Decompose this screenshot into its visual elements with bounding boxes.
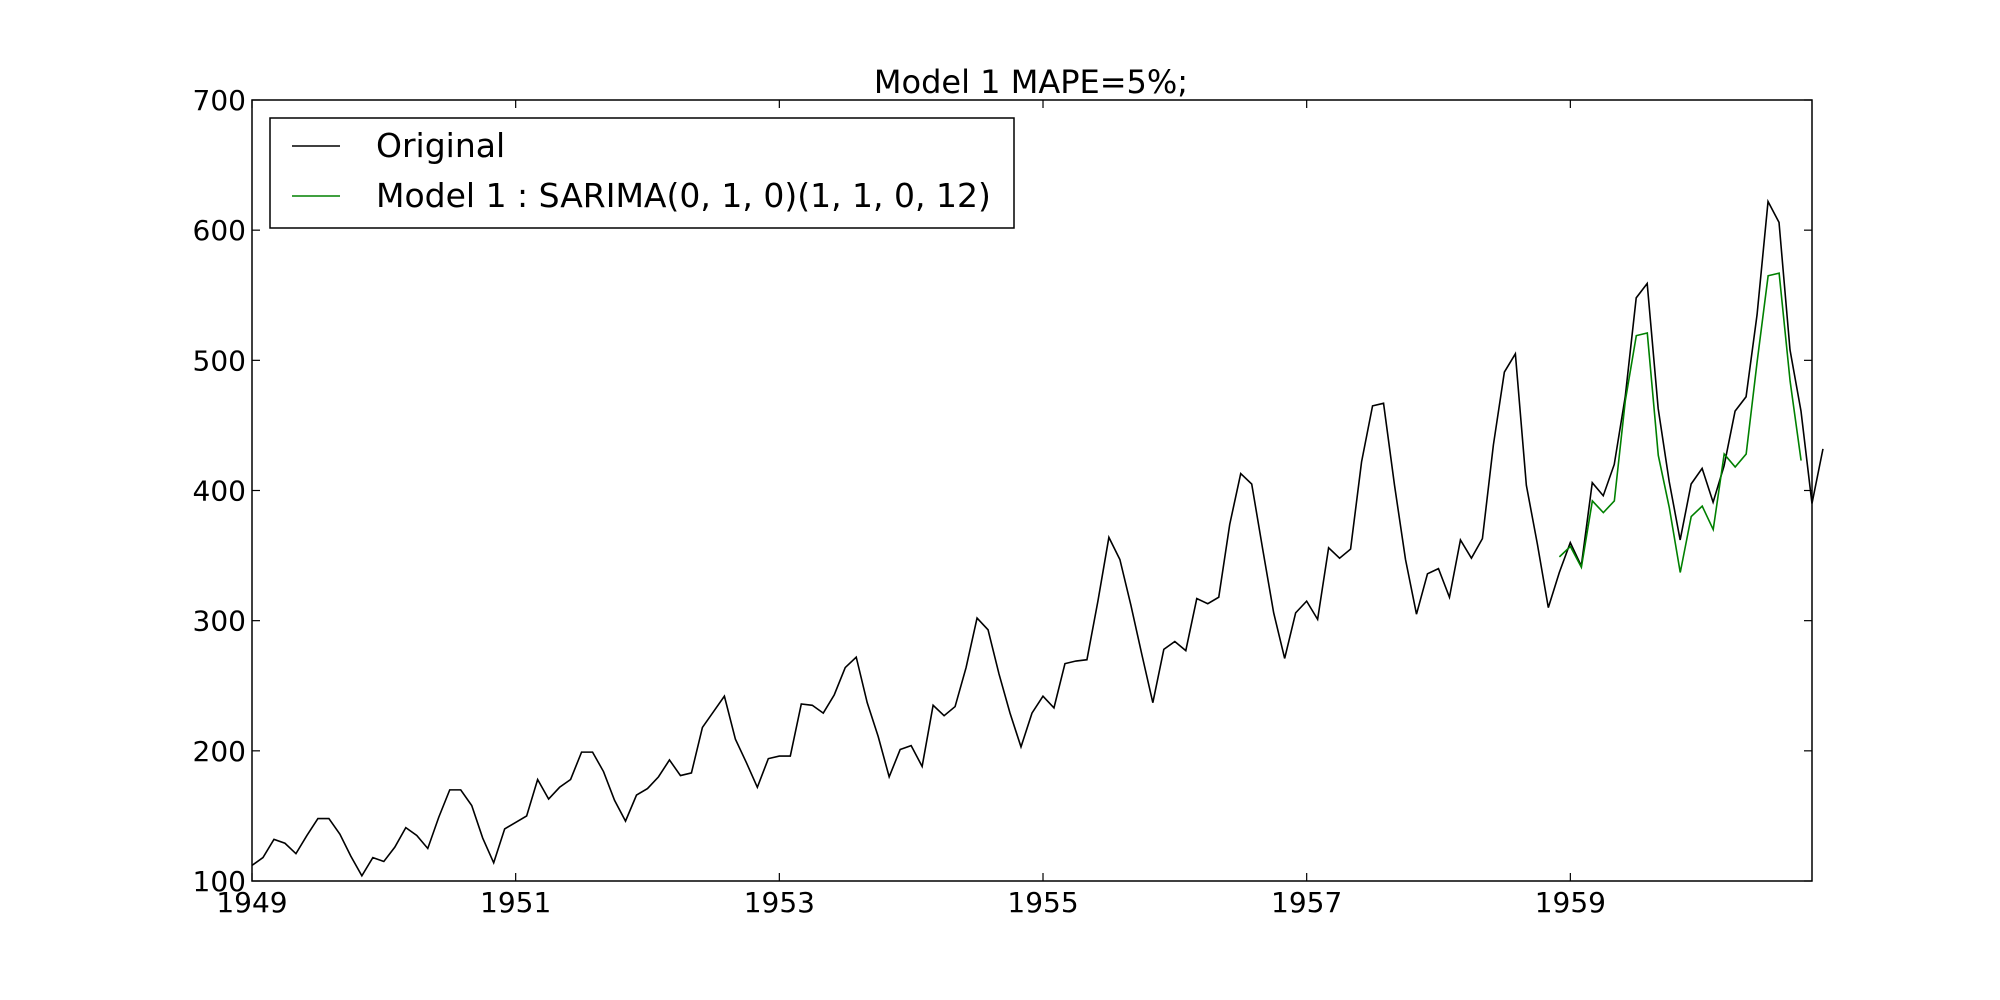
y-tick-label: 200: [193, 735, 246, 768]
legend-label-model-1: Model 1 : SARIMA(0, 1, 0)(1, 1, 0, 12): [376, 176, 991, 215]
y-tick-label: 300: [193, 605, 246, 638]
x-tick-label: 1949: [216, 886, 287, 919]
series-line-model-1: [1558, 272, 1802, 573]
x-tick-label: 1953: [744, 886, 815, 919]
x-tick-label: 1951: [480, 886, 551, 919]
y-tick-label: 700: [193, 84, 246, 117]
legend-label-original: Original: [376, 126, 505, 165]
y-tick-label: 100: [193, 865, 246, 898]
series-line-original: [251, 198, 1824, 878]
legend-box: [269, 117, 1015, 229]
series-layer: [251, 198, 1824, 878]
plot-frame: [251, 99, 1813, 882]
y-tick-label: 400: [193, 475, 246, 508]
y-tick-label: 600: [193, 214, 246, 247]
x-tick-label: 1955: [1007, 886, 1078, 919]
ticks-layer: 1949 1951 1953 1955 1957 1959 100 200 300 400 500 6…: [193, 84, 1812, 919]
legend: Original Model 1 : SARIMA(0, 1, 0)(1, 1,…: [269, 117, 1015, 229]
y-tick-label: 500: [193, 344, 246, 377]
chart-title: Model 1 MAPE=5%;: [874, 63, 1188, 101]
x-tick-label: 1957: [1271, 886, 1342, 919]
x-tick-label: 1959: [1535, 886, 1606, 919]
